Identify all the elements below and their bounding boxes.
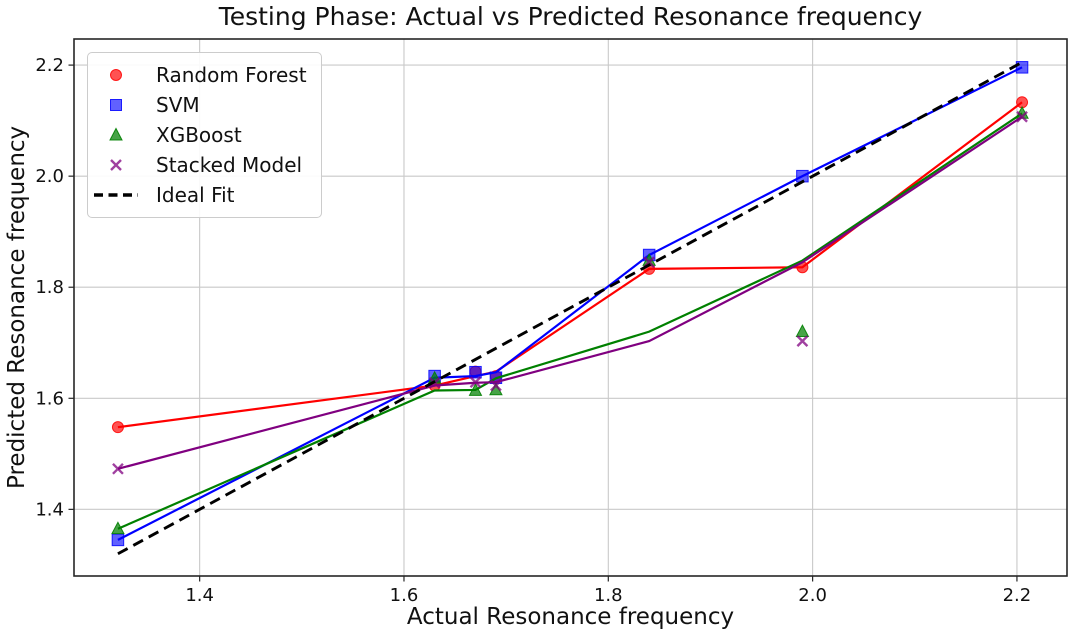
y-tick-label: 1.8 xyxy=(35,277,64,298)
data-point-circle xyxy=(111,421,124,434)
data-point-square xyxy=(469,365,482,379)
legend: Random Forest SVM XGBoost Stacked Model … xyxy=(87,52,322,218)
data-point-x xyxy=(112,462,124,475)
data-point-square xyxy=(1015,61,1029,74)
data-point-triangle xyxy=(468,382,483,396)
y-tick-label: 2.2 xyxy=(35,55,64,76)
data-point-x xyxy=(490,379,502,392)
legend-label-random-forest: Random Forest xyxy=(156,63,307,87)
svm-square-icon xyxy=(88,95,144,115)
y-tick-label: 1.6 xyxy=(35,388,64,409)
legend-label-svm: SVM xyxy=(156,93,200,117)
ideal-fit-line xyxy=(117,61,1023,556)
legend-item-xgboost: XGBoost xyxy=(88,120,321,150)
x-tick-label: 1.8 xyxy=(594,585,623,606)
legend-item-stacked-model: Stacked Model xyxy=(88,150,321,180)
legend-label-ideal-fit: Ideal Fit xyxy=(156,183,235,207)
tick-marks xyxy=(68,64,1018,582)
y-tick-label: 2.0 xyxy=(35,166,64,187)
x-tick-label: 1.6 xyxy=(390,585,419,606)
legend-item-ideal-fit: Ideal Fit xyxy=(88,180,321,210)
legend-item-random-forest: Random Forest xyxy=(88,60,321,90)
x-tick-label: 2.2 xyxy=(1003,585,1032,606)
data-point-x xyxy=(1016,110,1028,123)
data-point-x xyxy=(469,376,482,389)
ideal-fit-dashed-line-icon xyxy=(88,185,144,205)
series-line xyxy=(117,112,1023,530)
xgboost-triangle-icon xyxy=(88,125,144,145)
legend-label-xgboost: XGBoost xyxy=(156,123,242,147)
random-forest-circle-icon xyxy=(88,65,144,85)
legend-item-svm: SVM xyxy=(88,90,321,120)
grid-lines xyxy=(74,39,1067,576)
data-point-triangle xyxy=(111,521,125,535)
series-line xyxy=(117,115,1023,470)
data-point-square xyxy=(111,533,125,547)
series-stacked-model xyxy=(112,110,1028,475)
x-tick-label: 2.0 xyxy=(798,585,827,606)
plot-border xyxy=(73,38,1068,577)
x-tick-label: 1.4 xyxy=(185,585,214,606)
x-axis-label: Actual Resonance frequency xyxy=(406,604,735,630)
data-point-x xyxy=(796,335,809,347)
legend-label-stacked-model: Stacked Model xyxy=(156,153,303,177)
chart-title: Testing Phase: Actual vs Predicted Reson… xyxy=(218,2,923,31)
stacked-model-x-icon xyxy=(88,155,144,175)
y-tick-label: 1.4 xyxy=(35,499,64,520)
data-point-triangle xyxy=(795,324,810,337)
